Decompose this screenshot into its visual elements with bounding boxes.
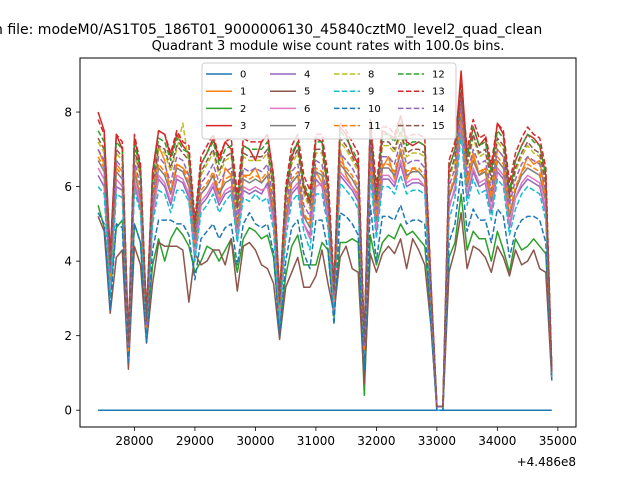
legend-label-0: 0: [240, 70, 246, 81]
y-tick-label: 4: [64, 255, 72, 269]
y-tick-label: 8: [64, 106, 72, 120]
legend-label-10: 10: [368, 104, 381, 115]
series-line-14: [97, 100, 553, 408]
legend-label-14: 14: [432, 104, 445, 115]
legend-label-1: 1: [240, 87, 246, 98]
series-line-10: [97, 170, 553, 411]
y-tick-label: 2: [64, 329, 72, 343]
x-tick-label: 30000: [236, 434, 274, 448]
x-tick-label: 35000: [539, 434, 577, 448]
x-axis: 28000 29000 30000 31000 32000 33000 34000 35000: [115, 427, 577, 448]
legend-label-6: 6: [304, 104, 310, 115]
x-tick-label: 28000: [115, 434, 153, 448]
x-tick-label: 33000: [418, 434, 456, 448]
legend-label-4: 4: [304, 70, 310, 81]
series-line-15: [97, 92, 553, 408]
x-offset-label: +4.486e8: [517, 455, 576, 469]
series-layer: [97, 70, 553, 411]
legend-label-12: 12: [432, 70, 445, 81]
legend-box: [201, 62, 457, 140]
legend-label-7: 7: [304, 121, 310, 132]
chart-title: Quadrant 3 module wise count rates with …: [152, 39, 505, 54]
legend-label-11: 11: [368, 121, 381, 132]
series-line-2: [97, 193, 553, 411]
figure-suptitle: n file: modeM0/AS1T05_186T01_9000006130_…: [0, 22, 542, 38]
y-axis: 0 2 4 6 8: [64, 106, 80, 418]
y-tick-label: 0: [64, 404, 72, 418]
legend-label-5: 5: [304, 87, 310, 98]
series-line-5: [97, 211, 553, 411]
axes-frame: [79, 57, 577, 428]
series-line-7: [97, 111, 553, 408]
legend-label-9: 9: [368, 87, 374, 98]
series-line-11: [97, 107, 553, 408]
x-tick-label: 32000: [357, 434, 395, 448]
series-line-6: [97, 118, 553, 411]
series-line-8: [97, 96, 553, 408]
y-tick-label: 6: [64, 180, 72, 194]
legend-label-15: 15: [432, 121, 445, 132]
x-tick-label: 29000: [176, 434, 214, 448]
series-line-12: [97, 88, 553, 408]
legend-label-3: 3: [240, 121, 246, 132]
series-line-9: [97, 133, 553, 411]
x-tick-label: 31000: [297, 434, 335, 448]
legend-label-2: 2: [240, 104, 246, 115]
legend-label-8: 8: [368, 70, 374, 81]
series-line-13: [97, 81, 553, 408]
x-tick-label: 34000: [478, 434, 516, 448]
legend-label-13: 13: [432, 87, 445, 98]
plot-area: 28000 29000 30000 31000 32000 33000 34000 35000…: [64, 57, 577, 469]
